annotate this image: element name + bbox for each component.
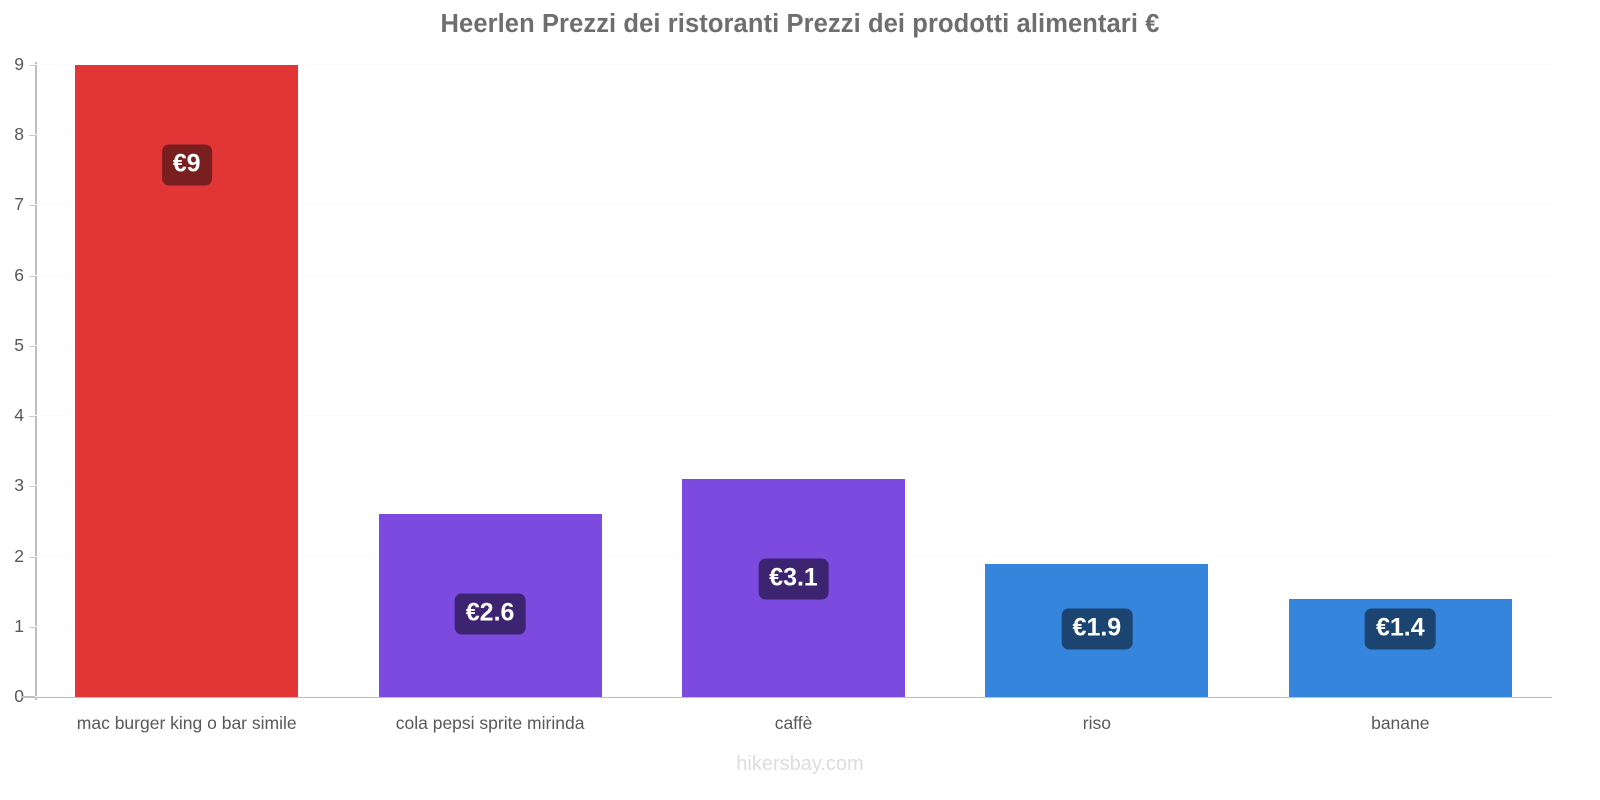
x-axis-category-label: cola pepsi sprite mirinda <box>395 713 585 733</box>
y-axis-tick-label: 8 <box>14 124 24 145</box>
y-axis-tick-label: 5 <box>14 334 24 355</box>
y-axis-tick-mark <box>29 486 37 488</box>
y-axis-tick-mark <box>29 275 37 277</box>
x-axis-category-label: banane <box>1371 713 1430 733</box>
y-axis-tick-label: 6 <box>14 264 24 285</box>
page-title: Heerlen Prezzi dei ristoranti Prezzi dei… <box>440 10 1160 38</box>
y-axis-tick-label: 2 <box>14 545 24 566</box>
plot-area: €9 €2.6 €3.1 €1.9 €1.4 <box>35 64 1552 697</box>
bar-value-label: €3.1 <box>758 558 829 600</box>
x-axis-category-label: riso <box>1082 713 1111 733</box>
bar-value-label: €1.4 <box>1364 608 1436 650</box>
y-axis-tick-label: 0 <box>14 686 24 706</box>
y-axis-tick-mark <box>29 135 37 137</box>
y-axis-tick-mark <box>29 345 37 347</box>
y-axis-tick-label: 7 <box>14 194 24 215</box>
y-axis-tick-label: 4 <box>14 405 24 426</box>
y-axis-tick-mark <box>29 556 37 558</box>
y-axis-tick-mark <box>29 65 37 66</box>
bar-value-label: €9 <box>161 144 212 186</box>
y-axis-tick-label: 9 <box>14 54 24 74</box>
gridline <box>35 134 1552 136</box>
bar-value-label: €2.6 <box>454 593 526 635</box>
footer-credit: hikersbay.com <box>736 753 864 775</box>
x-axis-line <box>22 696 1552 698</box>
x-axis-category-label: mac burger king o bar simile <box>76 713 297 733</box>
bar-value-label: €1.9 <box>1061 608 1133 650</box>
x-axis-category-label: caffè <box>774 713 813 733</box>
gridline <box>35 415 1552 417</box>
y-axis-line <box>35 62 37 700</box>
gridline <box>35 64 1552 65</box>
gridline <box>35 274 1552 276</box>
y-axis-tick-mark <box>29 205 37 207</box>
y-axis-tick-mark <box>29 626 37 628</box>
gridline <box>35 204 1552 206</box>
gridline <box>35 344 1552 346</box>
y-axis-tick-mark <box>29 416 37 418</box>
y-axis-tick-label: 3 <box>14 475 24 496</box>
y-axis-tick-label: 1 <box>14 615 24 636</box>
